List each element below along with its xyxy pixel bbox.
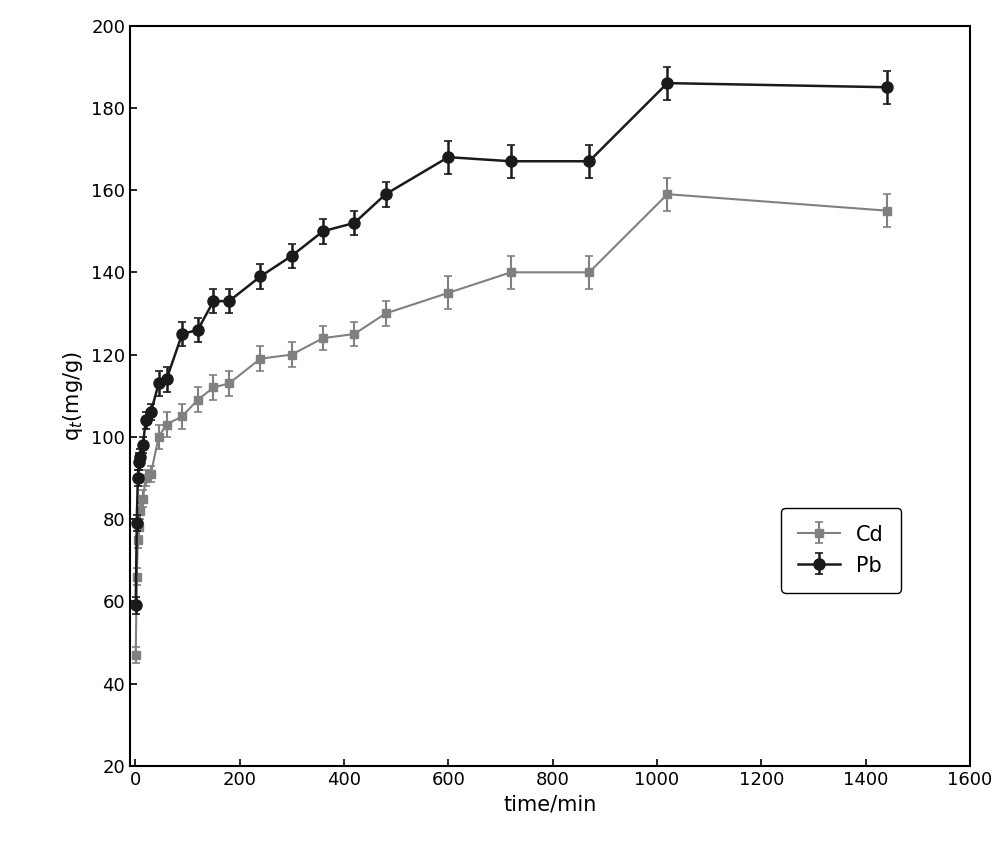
- Y-axis label: q$_t$(mg/g): q$_t$(mg/g): [61, 351, 85, 441]
- X-axis label: time/min: time/min: [503, 794, 597, 814]
- Legend: Cd, Pb: Cd, Pb: [781, 508, 901, 592]
